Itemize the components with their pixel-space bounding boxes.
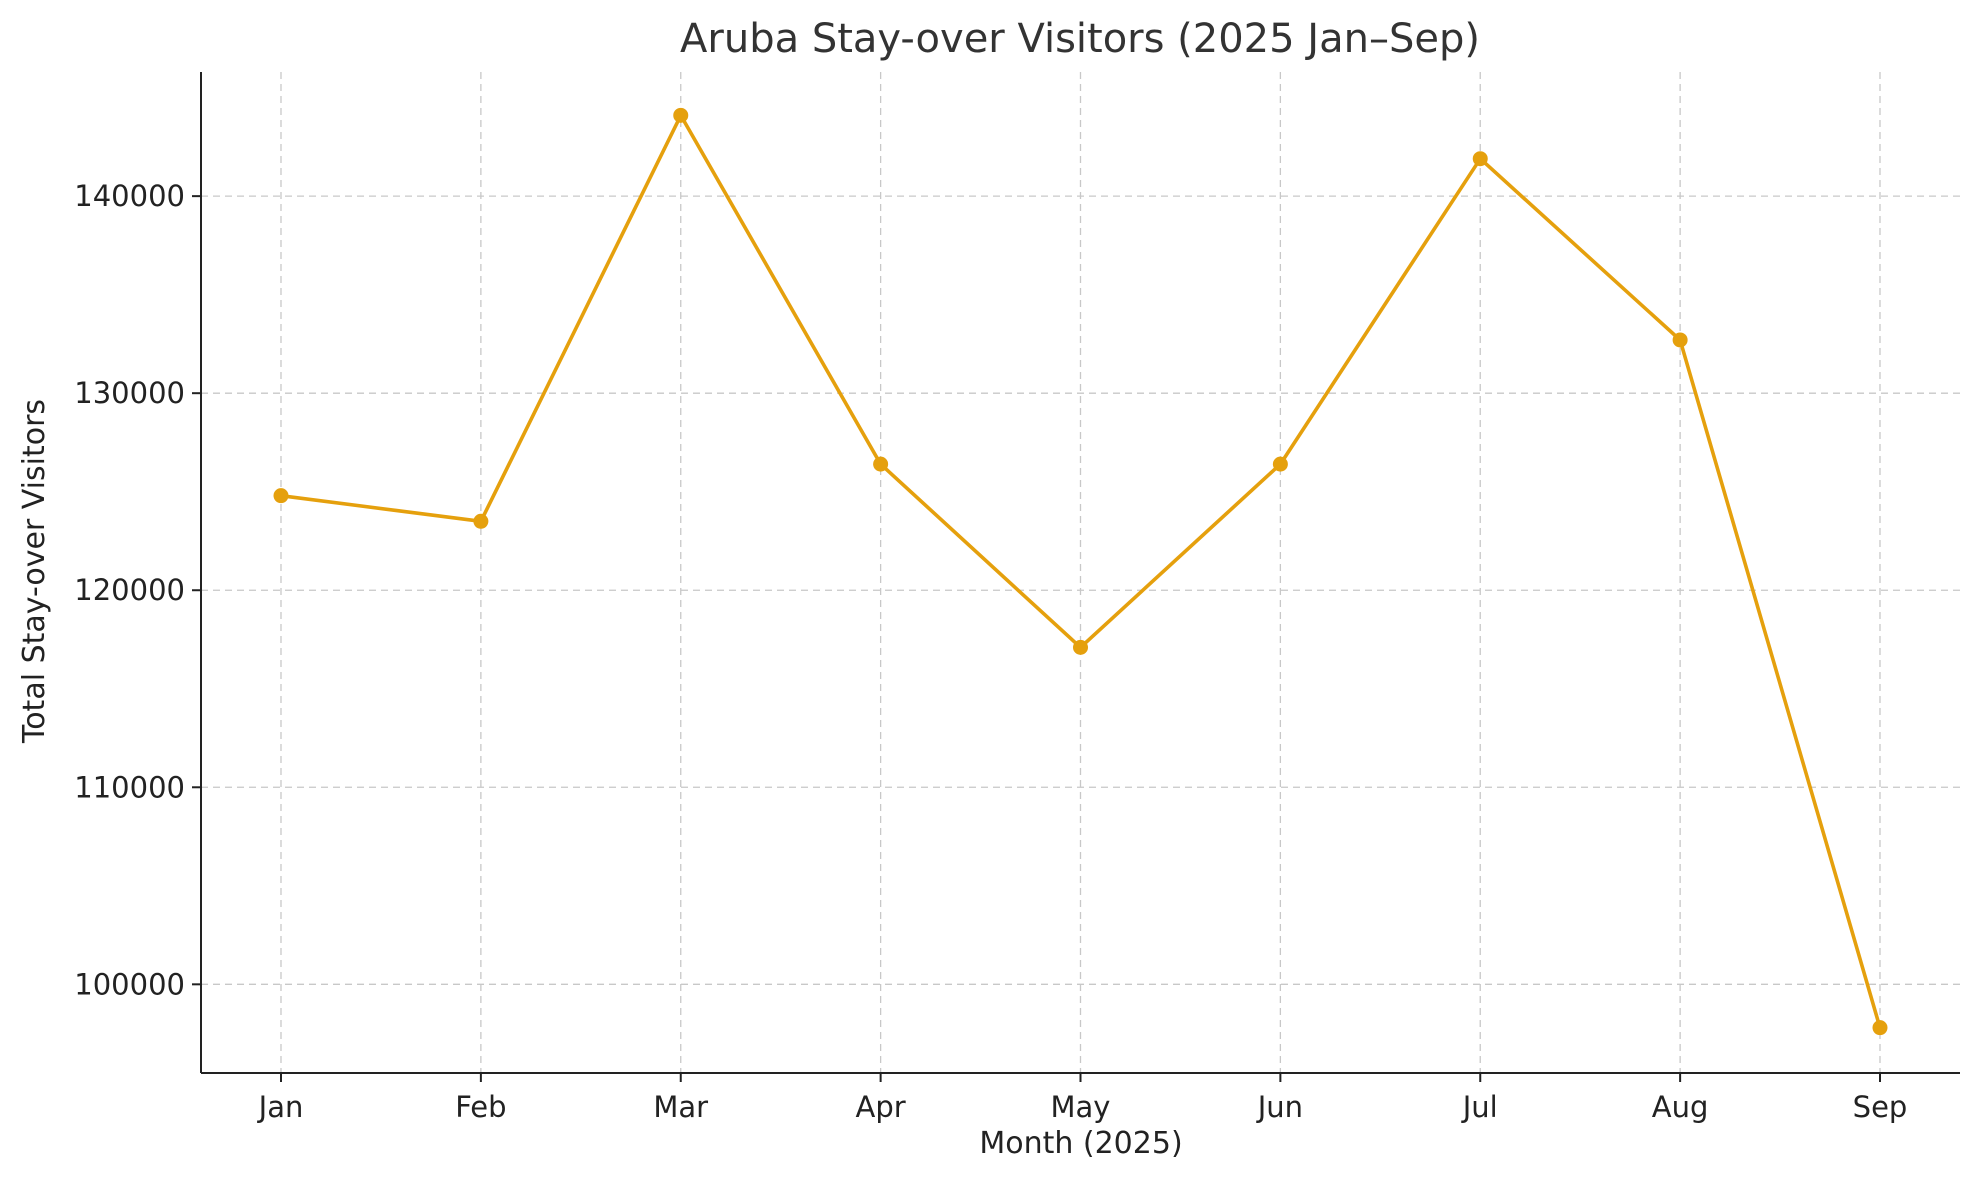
data-point-jul	[1472, 151, 1488, 167]
series-layer	[273, 107, 1888, 1036]
grid-lines	[201, 72, 1960, 1073]
x-tick-label: Jun	[1256, 1090, 1303, 1124]
x-tick-label: Jan	[257, 1090, 304, 1124]
x-axis-label: Month (2025)	[979, 1126, 1182, 1161]
y-tick-label: 130000	[74, 376, 185, 410]
data-point-sep	[1872, 1020, 1888, 1036]
y-tick-label: 110000	[74, 770, 185, 804]
data-point-may	[1073, 639, 1088, 655]
x-tick-label: Jul	[1461, 1090, 1498, 1124]
data-point-jan	[273, 488, 289, 504]
x-tick-label: Apr	[856, 1090, 906, 1124]
x-tick-label: Aug	[1652, 1090, 1709, 1124]
x-axis-ticks: Jan Feb Mar Apr May Jun Jul Aug Sep	[257, 1073, 1908, 1124]
y-tick-label: 120000	[74, 573, 185, 607]
data-point-feb	[473, 513, 489, 529]
y-tick-label: 100000	[74, 967, 185, 1001]
data-point-jun	[1272, 456, 1288, 472]
data-point-aug	[1672, 332, 1688, 348]
data-point-mar	[673, 107, 689, 123]
data-point-apr	[873, 456, 889, 472]
y-tick-label: 140000	[74, 179, 185, 213]
x-tick-label: Sep	[1853, 1090, 1908, 1124]
chart-title: Aruba Stay-over Visitors (2025 Jan–Sep)	[680, 16, 1480, 62]
x-tick-label: Mar	[653, 1090, 708, 1124]
y-axis-ticks: 100000 110000 120000 130000 140000	[74, 179, 201, 1001]
y-axis-label: Total Stay-over Visitors	[17, 399, 52, 744]
x-tick-label: May	[1051, 1090, 1111, 1124]
x-tick-label: Feb	[455, 1090, 506, 1124]
